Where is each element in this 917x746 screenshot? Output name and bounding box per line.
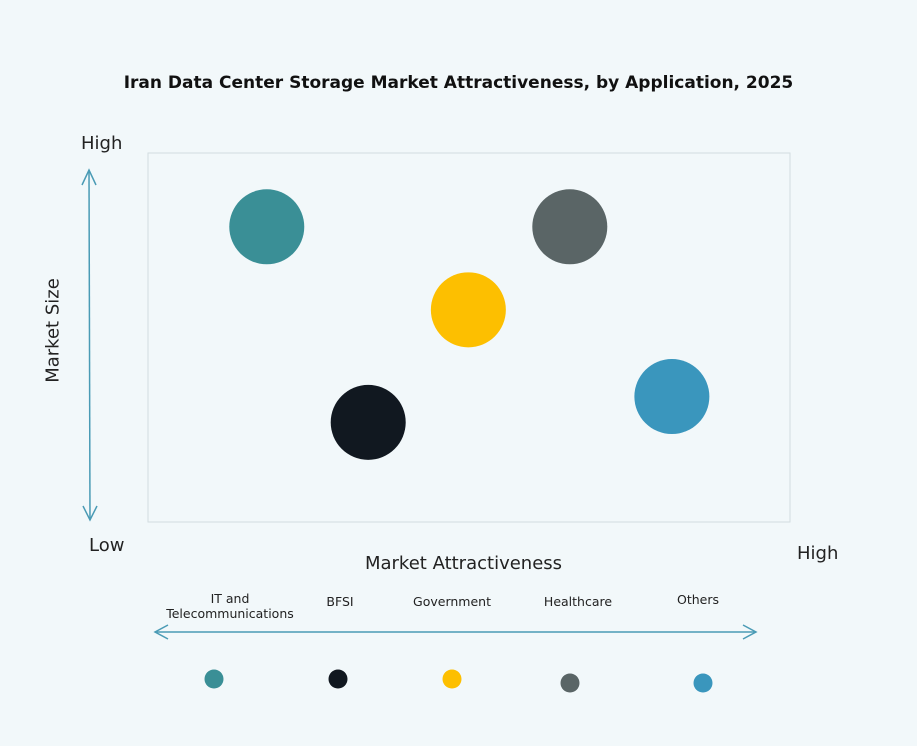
legend-dot [560,673,580,693]
legend-label: BFSI [326,594,354,609]
legend-dot [204,669,224,689]
bubble-others [634,359,710,435]
x-high-label: High [797,543,839,564]
bubble-bfsi [330,384,406,460]
bubble-it-and-telecommunications [229,189,305,265]
plot-area [147,152,791,523]
x-axis-label: Market Attractiveness [364,553,563,574]
y-axis-arrow [81,168,98,522]
legend-label: Healthcare [543,594,613,609]
legend-dot [442,669,462,689]
x-low-label: Low [89,535,125,556]
y-high-label: High [81,133,123,154]
chart-title: Iran Data Center Storage Market Attracti… [123,73,794,93]
legend-dot [693,673,713,693]
bubble-healthcare [532,189,608,265]
legend-dot [328,669,348,689]
bubble-government [430,272,506,348]
legend-label: IT and Telecommunications [166,591,294,621]
legend-arrow [153,624,758,640]
legend-label: Government [413,594,491,609]
legend-label: Others [676,592,719,607]
